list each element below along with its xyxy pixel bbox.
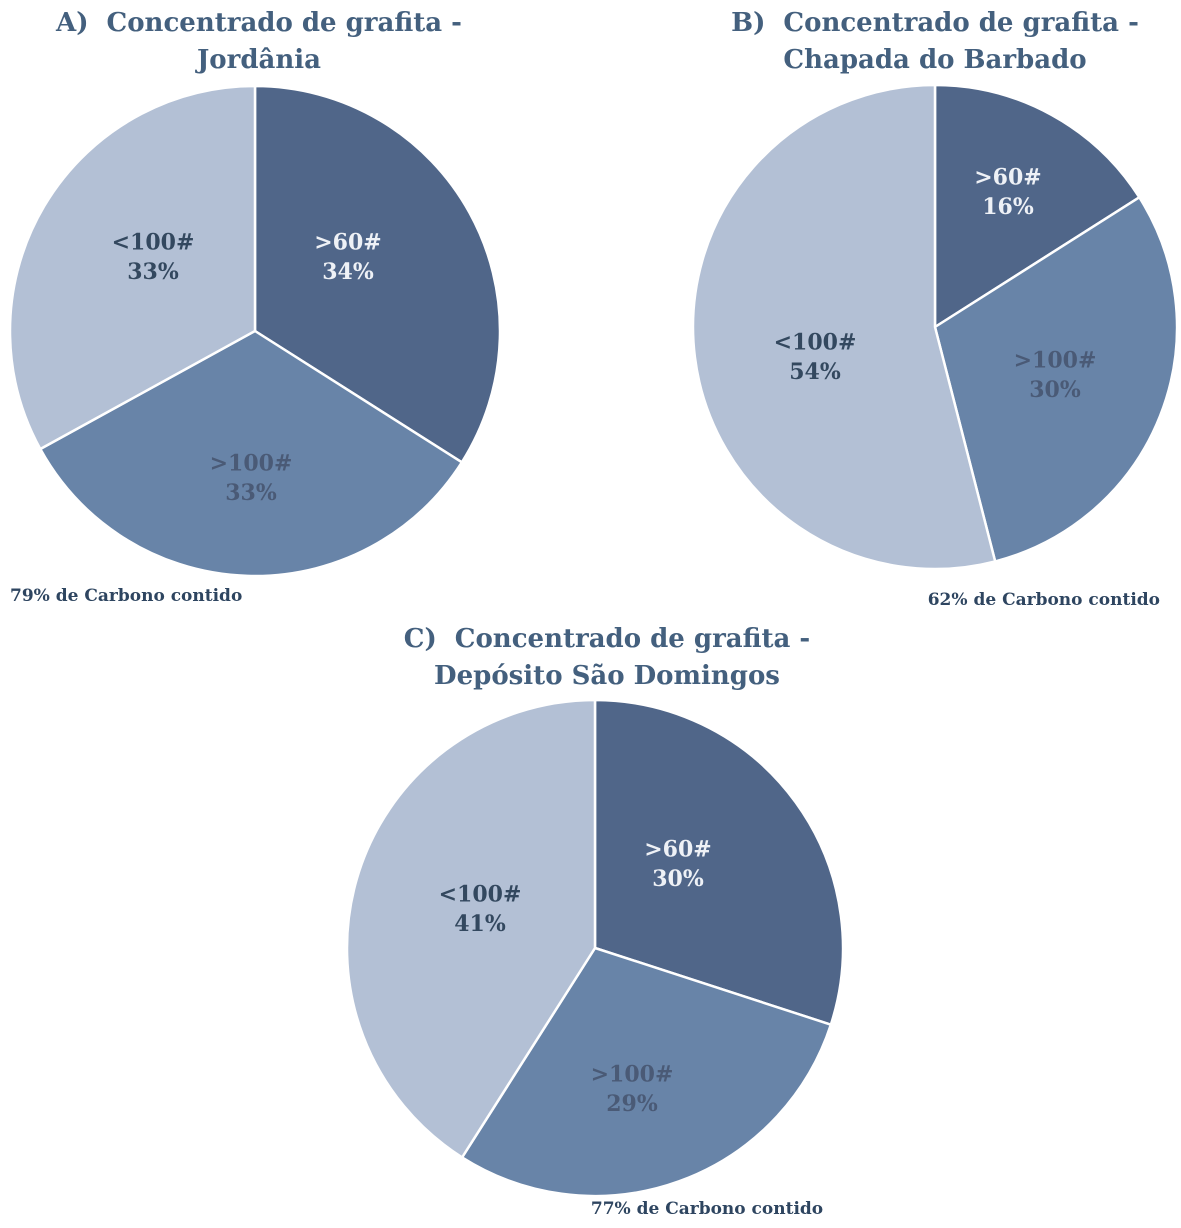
pie-slice [933,83,1141,329]
pie-chart-chapada-do-barbado: B) Concentrado de grafita - Chapada do Ba… [590,0,1181,625]
carbon-footer-b: 62% de Carbono contido [927,590,1160,610]
chart-subtitle-b: Chapada do Barbado [783,45,1087,75]
chart-title-a-text: Concentrado de grafita - [106,8,462,38]
pie-deposito-sao-domingos: >60# 30% >100# 29% <100# 41% [345,698,845,1198]
pie-jordania: >60# 34% >100# 33% <100# 33% [8,84,502,578]
chart-title-c: C) Concentrado de grafita - Depósito São … [404,621,810,695]
chart-title-c-line1: C) Concentrado de grafita - [404,621,810,658]
pie-slice [593,698,845,1026]
pie-slice [933,196,1179,563]
slice-label: >60# 34% [314,230,381,286]
panel-label-b: B) [731,8,766,38]
pie-slice [691,83,997,571]
pie-slice [8,84,257,451]
panel-label-a: A) [56,8,89,38]
chart-title-b: B) Concentrado de grafita - Chapada do Ba… [731,5,1139,79]
chart-title-a-line1: A) Concentrado de grafita - [56,5,462,42]
pie-slice [345,698,597,1159]
pie-slice [460,946,833,1198]
panel-label-c: C) [403,624,437,654]
slice-label: >60# 16% [974,165,1041,221]
pie-slice [253,84,502,464]
slice-label: <100# 54% [774,330,857,386]
chart-title-c-text: Concentrado de grafita - [454,624,811,654]
slice-label: <100# 33% [112,230,195,286]
pie-chart-deposito-sao-domingos: C) Concentrado de grafita - Depósito São … [300,618,890,1228]
slice-label: >100# 30% [1014,348,1097,404]
chart-subtitle-c: Depósito São Domingos [434,661,780,691]
carbon-footer-a: 79% de Carbono contido [10,586,243,606]
slice-label: >60# 30% [644,837,711,893]
chart-title-b-line1: B) Concentrado de grafita - [731,5,1139,42]
carbon-footer-c: 77% de Carbono contido [590,1199,824,1219]
pie-chart-jordania: A) Concentrado de grafita - Jordânia >60#… [0,0,590,625]
chart-title-a: A) Concentrado de grafita - Jordânia [56,5,462,79]
pie-chapada-do-barbado: >60# 16% >100# 30% <100# 54% [691,83,1179,571]
slice-label: >100# 29% [591,1062,674,1118]
chart-title-b-text: Concentrado de grafita - [783,8,1139,38]
slice-label: >100# 33% [210,451,293,507]
slice-label: <100# 41% [439,882,522,938]
chart-subtitle-a: Jordânia [197,45,321,75]
